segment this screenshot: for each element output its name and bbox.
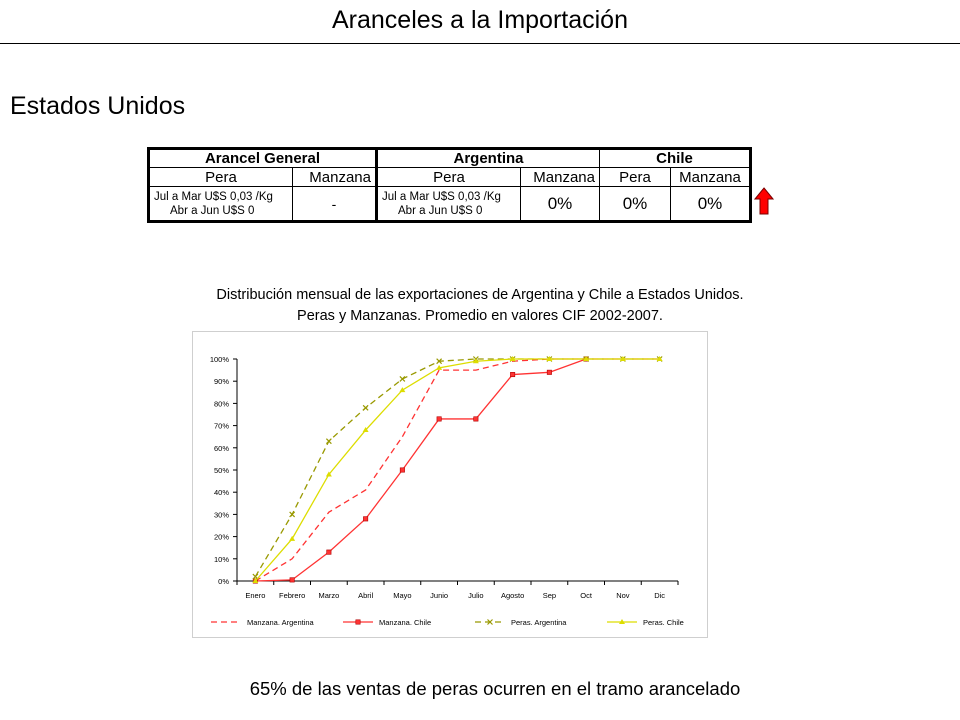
argentina-manzana-cell: 0% — [520, 186, 600, 223]
general-manzana-cell: - — [292, 186, 377, 223]
product-header: Manzana — [292, 167, 377, 187]
chart-caption: Distribución mensual de las exportacione… — [100, 285, 860, 327]
tariff-table: Arancel General Argentina Chile Pera Man… — [147, 147, 752, 223]
marker-square — [399, 467, 405, 473]
y-tick-label: 40% — [214, 488, 229, 497]
tariff-product-row: Pera Manzana Pera Manzana Pera Manzana — [147, 167, 752, 187]
legend-label: Peras. Chile — [643, 618, 684, 627]
chile-manzana-cell: 0% — [670, 186, 752, 223]
marker-x — [399, 376, 406, 382]
x-tick-label: Mayo — [393, 591, 411, 600]
schedule-line: Jul a Mar U$S 0,03 /Kg — [154, 190, 273, 203]
footer-note: 65% de las ventas de peras ocurren en el… — [249, 678, 741, 699]
schedule-line: Jul a Mar U$S 0,03 /Kg — [382, 190, 501, 203]
marker-triangle — [472, 358, 479, 364]
tariff-values-row: Jul a Mar U$S 0,03 /Kg Abr a Jun U$S 0 -… — [147, 186, 752, 223]
y-tick-label: 10% — [214, 555, 229, 564]
series-line — [255, 358, 587, 582]
marker-square — [510, 372, 516, 378]
marker-triangle — [325, 471, 332, 477]
page-title: Aranceles a la Importación — [332, 6, 628, 34]
marker-triangle — [546, 356, 553, 361]
x-tick-label: Sep — [543, 591, 556, 600]
marker-square — [289, 577, 295, 583]
marker-square — [355, 619, 361, 625]
chart-frame: 0% 10% 20% 30% 40% 50% 60% 70% 80% 90% 100% Enero Fe… — [192, 331, 708, 638]
chart-caption-line: Distribución mensual de las exportacione… — [216, 287, 744, 303]
distribution-chart: 0% 10% 20% 30% 40% 50% 60% 70% 80% 90% 100% Enero Fe… — [210, 355, 684, 627]
schedule-line: Abr a Jun U$S 0 — [170, 204, 255, 217]
marker-triangle — [509, 356, 516, 361]
y-tick-label: 30% — [214, 510, 229, 519]
y-tick-label: 60% — [214, 444, 229, 453]
x-tick-label: Julio — [468, 591, 483, 600]
schedule-line: Abr a Jun U$S 0 — [398, 204, 483, 217]
product-header: Pera — [147, 167, 293, 187]
group-header-general: Arancel General — [147, 147, 377, 168]
y-tick-label: 100% — [210, 355, 230, 364]
chart-caption-line: Peras y Manzanas. Promedio en valores CI… — [297, 308, 663, 324]
marker-triangle — [583, 356, 590, 361]
x-tick-label: Dic — [654, 591, 665, 600]
series-line — [254, 358, 660, 582]
y-tick-label: 0% — [218, 577, 229, 586]
marker-square — [363, 516, 369, 522]
x-tick-label: Enero — [245, 591, 265, 600]
marker-x — [487, 619, 493, 625]
group-header-chile: Chile — [599, 147, 752, 168]
title-divider — [0, 43, 960, 44]
legend-label: Peras. Argentina — [511, 618, 567, 627]
marker-square — [436, 416, 442, 422]
marker-square — [326, 549, 332, 555]
argentina-pera-cell: Jul a Mar U$S 0,03 /Kg Abr a Jun U$S 0 — [375, 186, 521, 223]
x-tick-label: Agosto — [501, 591, 524, 600]
marker-triangle — [289, 535, 296, 541]
x-tick-label: Nov — [616, 591, 630, 600]
marker-square — [473, 416, 479, 422]
y-tick-label: 20% — [214, 533, 229, 542]
product-header: Pera — [375, 167, 521, 187]
x-tick-label: Abril — [358, 591, 373, 600]
marker-triangle — [362, 427, 369, 433]
marker-triangle — [619, 619, 625, 624]
y-tick-label: 90% — [214, 377, 229, 386]
arrow-up-icon — [754, 187, 774, 215]
general-pera-cell: Jul a Mar U$S 0,03 /Kg Abr a Jun U$S 0 — [147, 186, 293, 223]
marker-triangle — [252, 578, 259, 583]
x-tick-label: Marzo — [318, 591, 339, 600]
y-tick-label: 70% — [214, 422, 229, 431]
marker-triangle — [656, 356, 663, 361]
marker-x — [289, 511, 296, 518]
x-tick-label: Oct — [580, 591, 593, 600]
y-tick-label: 80% — [214, 399, 229, 408]
chile-pera-cell: 0% — [599, 186, 671, 223]
tariff-group-row: Arancel General Argentina Chile — [147, 147, 752, 168]
marker-x — [436, 358, 443, 365]
product-header: Manzana — [520, 167, 600, 187]
product-header: Pera — [599, 167, 671, 187]
marker-triangle — [399, 387, 406, 393]
product-header: Manzana — [670, 167, 752, 187]
legend-label: Manzana. Chile — [379, 618, 431, 627]
marker-triangle — [436, 364, 443, 370]
legend-label: Manzana. Argentina — [247, 618, 315, 627]
series-line — [254, 358, 660, 577]
marker-triangle — [619, 356, 626, 361]
country-heading: Estados Unidos — [10, 92, 186, 120]
marker-square — [546, 369, 552, 375]
x-tick-label: Junio — [430, 591, 448, 600]
y-tick-label: 50% — [214, 466, 229, 475]
series-line — [255, 358, 660, 582]
marker-x — [362, 404, 369, 411]
x-tick-label: Febrero — [279, 591, 305, 600]
marker-x — [325, 438, 332, 445]
group-header-argentina: Argentina — [375, 147, 600, 168]
